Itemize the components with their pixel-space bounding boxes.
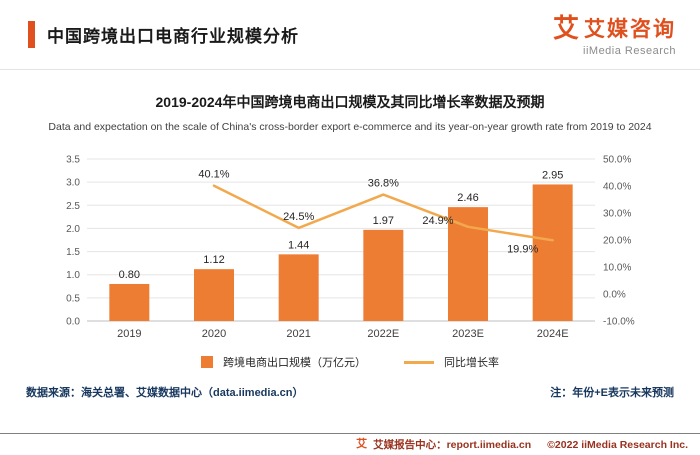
report-footer: 艾 艾媒报告中心：report.iimedia.cn ©2022 iiMedia… — [0, 433, 700, 455]
svg-text:0.5: 0.5 — [66, 293, 80, 304]
iimedia-logo-row: 艾 艾媒咨询 — [553, 13, 676, 43]
svg-text:2020: 2020 — [202, 328, 226, 340]
legend-line-swatch — [404, 360, 434, 364]
svg-text:2024E: 2024E — [537, 328, 569, 340]
logo-brand-en: iiMedia Research — [583, 44, 676, 57]
svg-text:2.5: 2.5 — [66, 201, 80, 212]
report-header: 中国跨境出口电商行业规模分析 艾 艾媒咨询 iiMedia Research — [0, 0, 700, 70]
svg-text:1.12: 1.12 — [203, 254, 224, 266]
chart-subtitle: Data and expectation on the scale of Chi… — [48, 121, 652, 133]
combo-chart: 0.0 0.5 1.0 1.5 2.0 2.5 3.0 3.5 -10.0% 0.0% 10.0% 2… — [66, 155, 635, 341]
svg-text:30.0%: 30.0% — [603, 209, 631, 220]
svg-text:1.44: 1.44 — [288, 239, 309, 251]
chart-legend: 跨境电商出口规模（万亿元） 同比增长率 — [0, 354, 700, 370]
data-source-text: 数据来源：海关总署、艾媒数据中心（data.iimedia.cn） — [26, 387, 304, 399]
svg-text:2022E: 2022E — [367, 328, 399, 340]
svg-text:10.0%: 10.0% — [603, 263, 631, 274]
svg-text:50.0%: 50.0% — [603, 155, 631, 166]
title-block: 中国跨境出口电商行业规模分析 — [28, 21, 299, 48]
svg-text:3.0: 3.0 — [66, 178, 80, 189]
footer-report-center: 艾媒报告中心：report.iimedia.cn — [373, 439, 532, 451]
forecast-note-text: 注：年份+E表示未来预测 — [550, 387, 674, 399]
svg-text:2023E: 2023E — [452, 328, 484, 340]
svg-text:1.97: 1.97 — [373, 215, 394, 227]
footer-copyright: ©2022 iiMedia Research Inc. — [547, 438, 688, 451]
meta-row: 数据来源：海关总署、艾媒数据中心（data.iimedia.cn） 注：年份+E… — [0, 384, 700, 400]
svg-text:1.0: 1.0 — [66, 270, 80, 281]
svg-text:-10.0%: -10.0% — [603, 317, 635, 328]
svg-text:3.5: 3.5 — [66, 155, 80, 166]
svg-text:1.5: 1.5 — [66, 247, 80, 258]
svg-text:2019: 2019 — [117, 328, 141, 340]
svg-text:20.0%: 20.0% — [603, 236, 631, 247]
svg-text:24.9%: 24.9% — [422, 215, 453, 227]
legend-bar-label: 跨境电商出口规模（万亿元） — [223, 357, 366, 369]
logo-brand-cn: 艾媒咨询 — [584, 17, 676, 41]
svg-text:0.80: 0.80 — [119, 269, 140, 281]
footer-iimedia-logo-icon: 艾 — [356, 438, 368, 450]
svg-text:40.0%: 40.0% — [603, 182, 631, 193]
svg-text:40.1%: 40.1% — [198, 169, 229, 181]
chart-title: 2019-2024年中国跨境电商出口规模及其同比增长率数据及预期 — [155, 94, 545, 110]
svg-text:19.9%: 19.9% — [507, 243, 538, 255]
iimedia-logo-icon: 艾 — [552, 12, 579, 43]
svg-text:0.0: 0.0 — [66, 317, 80, 328]
iimedia-logo: 艾 艾媒咨询 iiMedia Research — [553, 13, 676, 57]
combo-chart-container: 0.0 0.5 1.0 1.5 2.0 2.5 3.0 3.5 -10.0% 0.0% 10.0% 2… — [37, 149, 663, 348]
svg-text:36.8%: 36.8% — [368, 178, 399, 190]
svg-text:24.5%: 24.5% — [283, 211, 314, 223]
svg-text:2.95: 2.95 — [542, 169, 563, 181]
legend-bar-swatch — [201, 356, 213, 368]
page-title: 中国跨境出口电商行业规模分析 — [47, 27, 299, 46]
svg-text:2021: 2021 — [286, 328, 310, 340]
title-accent-bar — [28, 21, 35, 48]
legend-line-label: 同比增长率 — [444, 357, 499, 369]
svg-text:2.0: 2.0 — [66, 224, 80, 235]
svg-text:0.0%: 0.0% — [603, 290, 626, 301]
svg-text:2.46: 2.46 — [457, 192, 478, 204]
